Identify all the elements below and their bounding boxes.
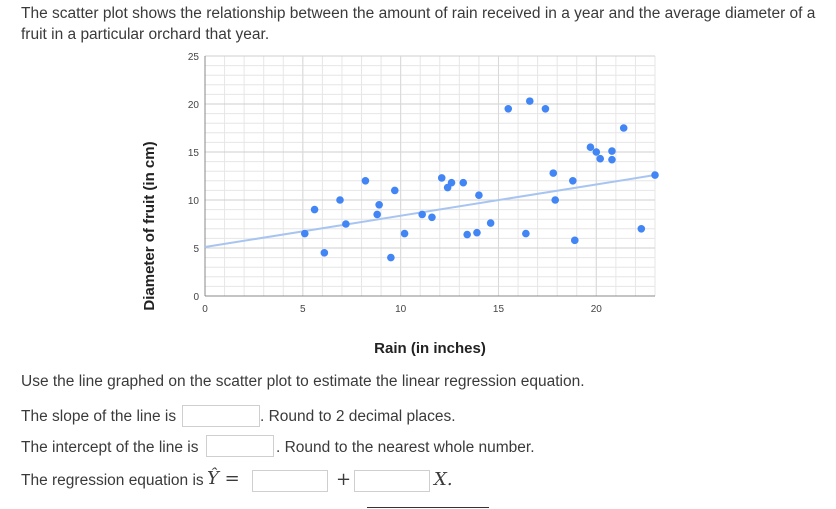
y-tick-label: 5: [193, 244, 199, 255]
y-tick-label: 10: [188, 196, 200, 207]
data-point: [310, 205, 319, 214]
y-tick-label: 15: [188, 148, 200, 159]
data-point: [525, 97, 534, 105]
slope-hint: . Round to 2 decimal places.: [260, 408, 456, 425]
chart-axes: [204, 56, 655, 297]
data-point: [504, 105, 513, 113]
y-axis-label: Diameter of fruit (in cm): [141, 141, 158, 310]
data-point: [336, 196, 344, 204]
data-point: [300, 229, 309, 238]
data-point: [541, 105, 550, 113]
y-tick-label: 20: [188, 100, 200, 111]
data-point: [473, 228, 481, 237]
equation-lhs: Ŷ =: [207, 468, 240, 489]
x-tick-label: 0: [202, 304, 208, 315]
chart-points: [300, 97, 659, 262]
y-tick-label: 0: [193, 292, 199, 303]
data-point: [549, 169, 558, 177]
intercept-label: The intercept of the line is: [21, 439, 199, 456]
equation-slope-input[interactable]: [354, 470, 430, 492]
plus-sign: +: [336, 469, 352, 490]
slope-input[interactable]: [182, 405, 260, 427]
data-point: [475, 191, 483, 199]
data-point: [428, 213, 436, 222]
data-point: [596, 154, 605, 163]
data-point: [361, 177, 370, 185]
data-point: [459, 178, 468, 187]
data-point: [437, 174, 446, 182]
x-tick-label: 15: [493, 304, 505, 315]
data-point: [375, 201, 383, 209]
chart-grid: [204, 55, 656, 297]
data-point: [320, 249, 329, 257]
data-point: [586, 143, 595, 151]
scatter-chart: 0 5 10 15 20 0 5 10 15 20 25 Diameter of fruit (in…: [141, 52, 659, 357]
slope-label: The slope of the line is: [21, 408, 177, 425]
data-point: [486, 219, 495, 227]
intercept-hint: . Round to the nearest whole number.: [276, 439, 535, 456]
data-point: [569, 177, 577, 185]
chart-tick-labels: 0 5 10 15 20 0 5 10 15 20 25: [188, 52, 602, 315]
x-variable: X.: [434, 469, 453, 490]
regression-line: [204, 174, 656, 249]
data-point: [522, 229, 530, 238]
question-intro: The scatter plot shows the relationship …: [21, 5, 816, 43]
data-point: [447, 178, 456, 187]
x-tick-label: 20: [591, 304, 603, 315]
data-point: [390, 186, 399, 195]
x-axis-label: Rain (in inches): [374, 340, 486, 357]
x-tick-label: 10: [395, 304, 407, 315]
underline-mark: [367, 507, 489, 508]
data-point: [608, 155, 616, 164]
y-tick-label: 25: [188, 52, 200, 63]
data-point: [400, 229, 409, 238]
instruction-text: Use the line graphed on the scatter plot…: [21, 373, 585, 390]
data-point: [637, 225, 646, 233]
data-point: [373, 210, 381, 219]
equation-intercept-input[interactable]: [252, 470, 328, 492]
data-point: [551, 196, 560, 204]
data-point: [342, 220, 350, 228]
intercept-input[interactable]: [206, 435, 274, 457]
data-point: [463, 230, 471, 239]
data-point: [608, 147, 616, 155]
data-point: [651, 171, 659, 179]
data-point: [570, 236, 579, 245]
data-point: [619, 124, 628, 132]
data-point: [418, 210, 426, 219]
x-tick-label: 5: [300, 304, 306, 315]
data-point: [387, 253, 395, 262]
data-point: [592, 148, 601, 156]
equation-label: The regression equation is: [21, 472, 204, 489]
